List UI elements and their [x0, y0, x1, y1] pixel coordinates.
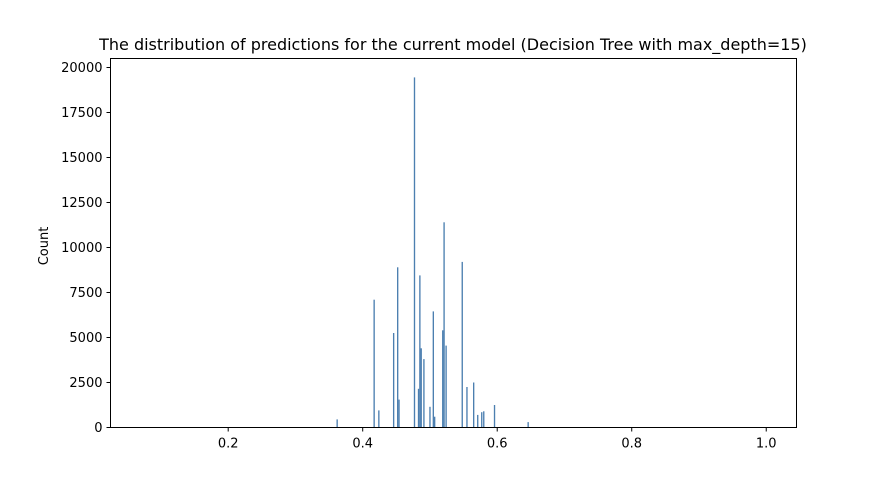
x-tick-label: 0.2 — [218, 437, 239, 452]
histogram-bar-12 — [432, 311, 434, 428]
histogram-bar-23 — [493, 405, 496, 428]
y-tick-label: 5000 — [69, 331, 102, 346]
y-axis-label: Count — [37, 227, 52, 266]
plot-area-frame — [110, 58, 797, 428]
histogram-bar-10 — [423, 359, 425, 428]
histogram-bar-4 — [397, 267, 399, 428]
y-axis: 0 2500 5000 7500 10000 12500 15000 17500 20000 — [61, 61, 111, 436]
histogram-bar-21 — [481, 412, 483, 428]
x-tick-label: 0.8 — [621, 437, 642, 452]
y-tick-label: 7500 — [69, 286, 102, 301]
histogram-bar-5 — [398, 399, 400, 428]
histogram-bar-0 — [336, 419, 338, 428]
y-tick-label: 12500 — [61, 196, 102, 211]
histogram-bar-3 — [392, 333, 395, 428]
histogram-bar-8 — [419, 275, 421, 428]
chart-title: The distribution of predictions for the … — [98, 35, 807, 55]
y-tick-label: 15000 — [61, 151, 102, 166]
histogram-bar-9 — [420, 348, 422, 428]
x-tick-label: 0.4 — [352, 437, 373, 452]
histogram-bar-19 — [473, 382, 475, 428]
histogram-bar-6 — [413, 77, 416, 428]
histogram-bar-15 — [443, 222, 445, 428]
x-axis: 0.2 0.4 0.6 0.8 1.0 — [218, 427, 777, 452]
histogram-bar-7 — [417, 388, 420, 428]
x-tick-label: 0.6 — [487, 437, 508, 452]
histogram-bar-24 — [527, 422, 529, 428]
histogram-bar-11 — [429, 406, 431, 428]
histogram-bar-17 — [461, 261, 463, 428]
histogram-bar-18 — [466, 387, 468, 428]
histogram-bar-16 — [445, 345, 447, 428]
x-tick-label: 1.0 — [756, 437, 777, 452]
y-tick-label: 0 — [94, 421, 102, 436]
y-tick-label: 2500 — [69, 376, 102, 391]
histogram-bar-2 — [378, 410, 380, 428]
histogram-bar-1 — [373, 299, 375, 428]
histogram-bar-14 — [442, 330, 444, 428]
histogram-bar-13 — [434, 416, 436, 428]
bars-layer — [336, 77, 529, 428]
histogram-bar-20 — [477, 414, 479, 428]
y-tick-label: 20000 — [61, 61, 102, 76]
y-tick-label: 10000 — [61, 241, 102, 256]
histogram-bar-22 — [483, 411, 485, 428]
y-tick-label: 17500 — [61, 106, 102, 121]
